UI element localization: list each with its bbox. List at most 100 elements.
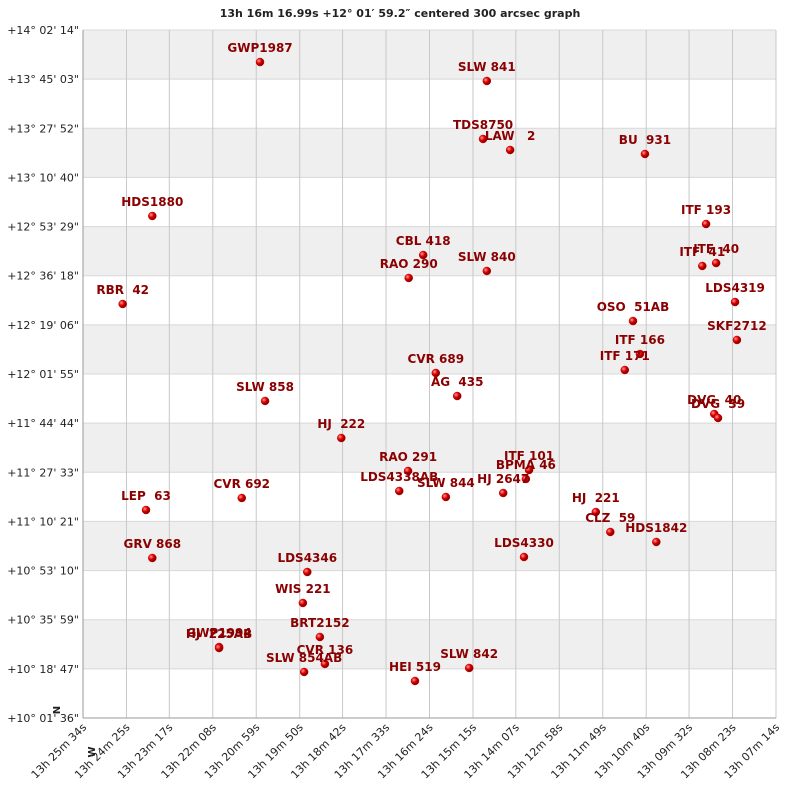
star-point [237, 493, 247, 503]
star-label: HDS1842 [625, 521, 687, 535]
star-label: AG 435 [431, 375, 484, 389]
star-label: DVG 39 [691, 397, 745, 411]
star-label: HEI 519 [389, 660, 441, 674]
star-label: LDS4330 [494, 536, 554, 550]
y-tick-label: +11° 10' 21" [7, 515, 79, 528]
star-label: CBL 418 [396, 234, 451, 248]
plot-background [82, 29, 777, 719]
star-point [395, 486, 404, 496]
y-tick-label: +10° 35' 59" [7, 614, 79, 627]
star-label: LDS4319 [705, 281, 765, 295]
star-point [519, 552, 529, 562]
star-point [713, 413, 723, 423]
star-label: RBR 42 [96, 283, 149, 297]
star-label: ITF 193 [681, 203, 731, 217]
star-label: ITF 166 [615, 333, 665, 347]
star-label: LEP 63 [121, 489, 171, 503]
star-point [505, 145, 515, 155]
star-point [418, 250, 428, 260]
star-point [698, 261, 707, 271]
star-point [606, 527, 615, 537]
star-label: SLW 844 [417, 476, 475, 490]
star-point [452, 391, 462, 401]
star-label: DVG 40 [687, 393, 741, 407]
star-point [524, 465, 534, 475]
star-point [652, 537, 661, 547]
star-point [315, 632, 325, 642]
chart-title: 13h 16m 16.99s +12° 01′ 59.2″ centered 3… [220, 7, 581, 20]
compass-west: W [87, 746, 98, 757]
star-label: GRV 868 [123, 537, 181, 551]
star-point [141, 505, 151, 515]
y-tick-label: +12° 53' 29" [7, 221, 79, 234]
star-label: CVR 136 [297, 643, 354, 657]
star-point [255, 57, 265, 67]
y-tick-label: +11° 27' 33" [7, 466, 79, 479]
y-tick-label: +10° 18' 47" [7, 663, 79, 676]
star-point [148, 211, 157, 221]
star-label: WIS 221 [275, 582, 331, 596]
star-point [730, 297, 740, 307]
star-label: HDS1880 [121, 195, 183, 209]
star-point [441, 492, 451, 502]
star-label: SLW 854AB [266, 651, 342, 665]
star-label: CVR 689 [408, 352, 465, 366]
star-point [635, 349, 645, 359]
star-point [298, 598, 308, 608]
y-tick-label: +13° 27' 52" [7, 122, 79, 135]
star-label: HJ 225AB [186, 627, 252, 641]
star-label: TDS8750 [453, 118, 513, 132]
star-label: CVR 692 [213, 477, 270, 491]
star-label: BPMA 46 [496, 458, 556, 472]
y-tick-label: +12° 36' 18" [7, 270, 79, 283]
star-point [404, 273, 413, 283]
y-tick-label: +10° 53' 10" [7, 565, 79, 578]
star-point [299, 667, 309, 677]
star-label: OSO 51AB [597, 300, 670, 314]
star-label: SLW 842 [440, 647, 498, 661]
star-point [118, 299, 127, 309]
star-point [482, 76, 492, 86]
star-point [498, 488, 508, 498]
star-point [260, 396, 270, 406]
star-label: HJ 221 [572, 491, 620, 505]
compass-north: N [52, 706, 63, 714]
star-label: CLZ 59 [585, 511, 635, 525]
star-point [591, 507, 601, 517]
star-label: BRT2152 [290, 616, 349, 630]
star-point [431, 368, 441, 378]
star-label: BU 931 [619, 133, 671, 147]
star-label: GWP1987 [227, 41, 292, 55]
star-label: SLW 840 [458, 250, 516, 264]
star-point [403, 466, 413, 476]
star-label: SLW 841 [458, 60, 516, 74]
star-point [521, 474, 531, 484]
star-point [478, 134, 488, 144]
y-tick-label: +13° 45' 03" [7, 73, 79, 86]
y-tick-label: +12° 19' 06" [7, 319, 79, 332]
star-point [337, 433, 346, 443]
star-label: ITF 101 [504, 449, 554, 463]
star-point [711, 258, 721, 268]
star-point [640, 149, 650, 159]
star-point [320, 659, 330, 669]
star-point [620, 365, 630, 375]
star-label: RAO 290 [380, 257, 438, 271]
star-point [214, 643, 224, 653]
star-label: SKF2712 [707, 319, 767, 333]
star-label: LDS4346 [277, 551, 337, 565]
star-point [464, 663, 474, 673]
star-point [701, 219, 711, 229]
star-label: HJ 222 [317, 417, 365, 431]
y-tick-label: +11° 44' 44" [7, 417, 79, 430]
star-point [410, 676, 420, 686]
star-label: GWP1994 [186, 626, 251, 640]
y-tick-label: +12° 01' 55" [7, 368, 79, 381]
star-label: ITF 41 [679, 245, 725, 259]
y-tick-label: +13° 10' 40" [7, 171, 79, 184]
star-point [732, 335, 742, 345]
y-tick-label: +10° 01' 36" [7, 712, 79, 725]
star-point [148, 553, 157, 563]
star-label: LDS4338AB [360, 470, 438, 484]
